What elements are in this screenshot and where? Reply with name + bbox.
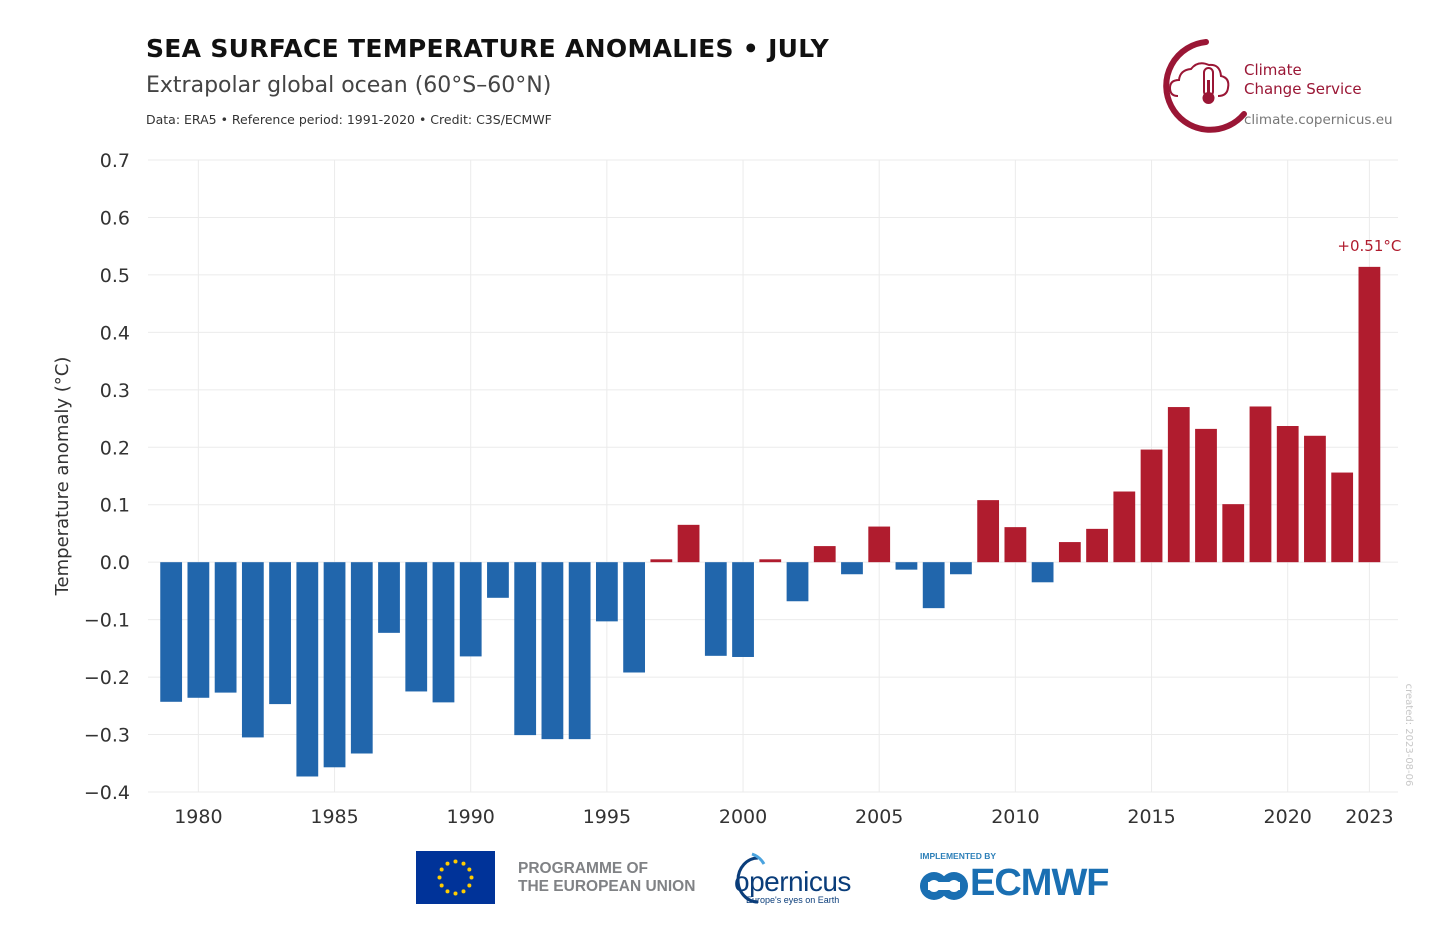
bar-2012 (1058, 542, 1081, 563)
bar-1998 (677, 524, 700, 563)
bar-1997 (650, 559, 673, 563)
x-tick-label: 1990 (447, 806, 495, 828)
bar-2020 (1276, 426, 1299, 563)
bar-1985 (323, 562, 346, 768)
eu-text-line1: PROGRAMME OF (518, 860, 649, 877)
bar-2007 (922, 562, 945, 609)
x-tick-label: 2023 (1345, 806, 1393, 828)
y-tick-label: 0.2 (100, 437, 130, 459)
x-tick-label: 1995 (583, 806, 631, 828)
bar-1980 (187, 562, 210, 698)
bar-1983 (269, 562, 291, 705)
bar-1979 (160, 562, 183, 702)
bar-2011 (1031, 562, 1054, 583)
data-credit: Data: ERA5 • Reference period: 1991-2020… (146, 112, 552, 127)
bar-1992 (514, 562, 537, 736)
bar-2019 (1249, 406, 1272, 563)
eu-programme-text: PROGRAMME OF THE EUROPEAN UNION (518, 860, 695, 896)
x-tick-label: 1985 (310, 806, 358, 828)
bar-2002 (786, 562, 809, 602)
bar-1993 (541, 562, 564, 740)
c3s-name-line1: Climate (1244, 61, 1302, 79)
y-tick-label: 0.1 (100, 495, 130, 517)
eu-flag-icon (416, 851, 495, 904)
bar-2000 (732, 562, 754, 657)
bar-1981 (214, 562, 237, 693)
bar-1989 (432, 562, 455, 703)
ecmwf-symbol-icon (920, 872, 968, 900)
bar-1999 (704, 562, 727, 656)
bar-1987 (378, 562, 400, 633)
c3s-logo[interactable]: Climate Change Service climate.copernicu… (1148, 34, 1408, 134)
bar-2023 (1358, 266, 1381, 563)
x-tick-label: 1980 (174, 806, 222, 828)
ecmwf-wordmark: ECMWF (970, 862, 1110, 904)
bar-2015 (1140, 449, 1163, 563)
bar-1982 (241, 562, 264, 738)
bar-2008 (950, 562, 972, 575)
bar-1996 (623, 562, 646, 673)
x-tick-label: 2020 (1264, 806, 1312, 828)
bar-2010 (1004, 527, 1027, 563)
bar-2017 (1195, 428, 1217, 563)
bar-1995 (595, 562, 618, 622)
bar-2013 (1086, 528, 1108, 563)
bar-1986 (350, 562, 373, 754)
bar-2018 (1222, 504, 1245, 563)
bar-2005 (868, 526, 891, 563)
y-tick-label: 0.4 (100, 322, 130, 344)
c3s-url-link[interactable]: climate.copernicus.eu (1244, 112, 1393, 128)
copernicus-tagline: Europe's eyes on Earth (746, 895, 840, 905)
bar-2014 (1113, 491, 1136, 563)
bar-1988 (405, 562, 428, 692)
chart-subtitle: Extrapolar global ocean (60°S–60°N) (146, 73, 552, 98)
y-tick-label: −0.2 (84, 667, 130, 689)
x-tick-label: 2015 (1127, 806, 1175, 828)
x-axis-ticks: 1980 1985 1990 1995 2000 2005 2010 2015 2020 2023 (174, 806, 1393, 828)
y-tick-label: −0.1 (84, 610, 130, 632)
copernicus-c-icon (736, 852, 766, 904)
y-tick-label: 0.6 (100, 207, 130, 229)
implemented-by-label: IMPLEMENTED BY (920, 851, 997, 861)
bar-chart: 0.7 0.6 0.5 0.4 0.3 0.2 0.1 0.0 −0.1 −0.2 −0.3 −0.4… (52, 150, 1414, 828)
ecmwf-logo[interactable]: IMPLEMENTED BY ECMWF (918, 848, 1138, 908)
x-tick-label: 2000 (719, 806, 767, 828)
x-tick-label: 2005 (855, 806, 903, 828)
y-tick-label: 0.5 (100, 265, 130, 287)
bar-1990 (459, 562, 482, 657)
bar-2009 (977, 500, 1000, 563)
copernicus-logo[interactable]: opernicus Europe's eyes on Earth (726, 848, 886, 908)
bar-2003 (813, 546, 836, 563)
bar-2016 (1167, 407, 1190, 563)
cloud-thermometer-icon (1163, 39, 1247, 133)
c3s-name: Climate Change Service (1244, 61, 1362, 99)
bar-1984 (296, 562, 319, 777)
y-tick-label: 0.0 (100, 552, 130, 574)
bar-2006 (895, 562, 918, 570)
footer-logos: PROGRAMME OF THE EUROPEAN UNION opernicu… (0, 848, 1456, 908)
bar-2021 (1304, 435, 1326, 563)
x-tick-label: 2010 (991, 806, 1039, 828)
bar-2022 (1331, 472, 1354, 563)
bars (160, 266, 1381, 777)
y-tick-label: 0.3 (100, 380, 130, 402)
bar-2004 (841, 562, 863, 575)
y-axis-label: Temperature anomaly (°C) (52, 357, 73, 597)
y-tick-label: −0.4 (84, 782, 130, 804)
created-date-note: created: 2023-08-06 (1403, 684, 1414, 787)
y-tick-label: 0.7 (100, 150, 130, 172)
chart-title: SEA SURFACE TEMPERATURE ANOMALIES • JULY (146, 34, 830, 63)
eu-text-line2: THE EUROPEAN UNION (518, 878, 696, 895)
copernicus-wordmark: opernicus (734, 866, 851, 897)
bar-1991 (487, 562, 509, 598)
bar-2001 (759, 559, 782, 563)
annotation-2023: +0.51°C (1337, 237, 1401, 255)
header: SEA SURFACE TEMPERATURE ANOMALIES • JULY… (146, 34, 829, 127)
bar-1994 (568, 562, 591, 740)
y-tick-label: −0.3 (84, 725, 130, 747)
c3s-name-line2: Change Service (1244, 80, 1362, 98)
y-axis-ticks: 0.7 0.6 0.5 0.4 0.3 0.2 0.1 0.0 −0.1 −0.2 −0.3 −0.4 (84, 150, 130, 804)
